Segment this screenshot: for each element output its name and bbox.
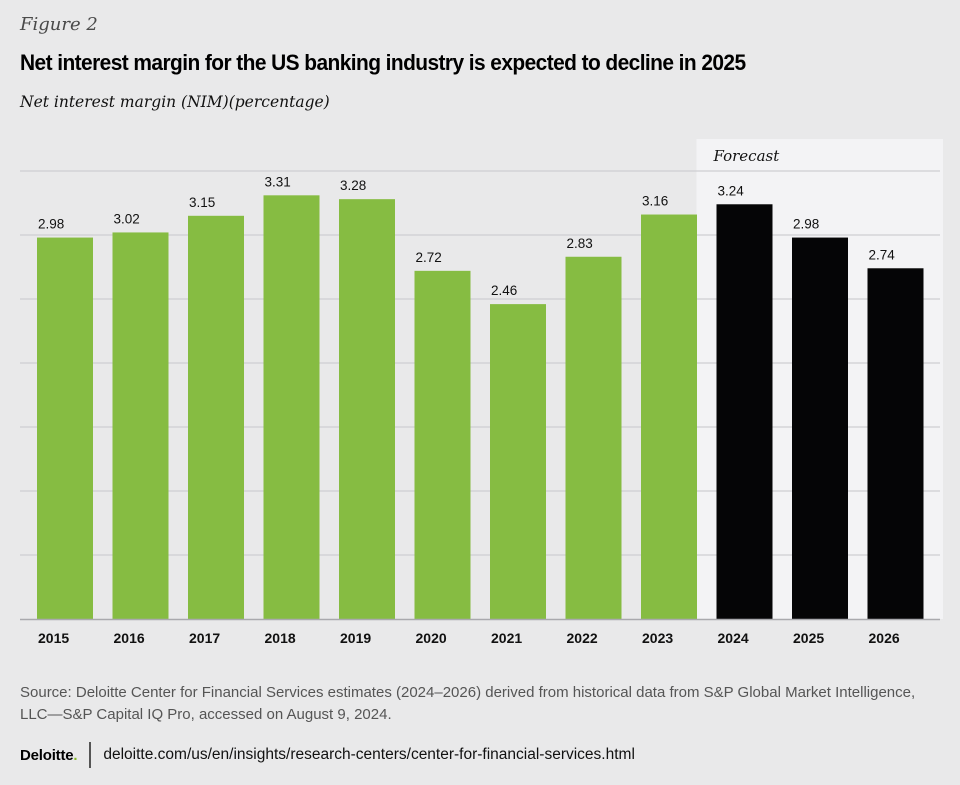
x-tick-label: 2018	[265, 630, 296, 646]
historical-bar	[339, 199, 395, 619]
x-tick-label: 2023	[642, 630, 673, 646]
logo-text: Deloitte	[20, 746, 74, 764]
historical-bar	[37, 237, 93, 619]
x-tick-label: 2015	[38, 630, 69, 646]
forecast-bar	[867, 268, 924, 619]
x-tick-label: 2025	[793, 630, 824, 646]
bar-value-label: 2.72	[416, 250, 442, 265]
forecast-bar	[792, 237, 848, 619]
historical-bar	[565, 256, 622, 619]
chart-title: Net interest margin for the US banking i…	[20, 50, 746, 75]
figure-label: Figure 2	[20, 14, 98, 35]
bar-chart: Forecast 2.98 2015 3.02 2016 3.15 2017 3.31 2018…	[20, 139, 943, 646]
historical-bar	[263, 195, 320, 619]
y-axis-label: Net interest margin (NIM)(percentage)	[20, 93, 330, 111]
x-tick-label: 2017	[189, 630, 220, 646]
x-tick-label: 2020	[416, 630, 447, 646]
bar-value-label: 2.83	[567, 236, 593, 251]
deloitte-logo: Deloitte.	[20, 746, 78, 764]
bar-value-label: 2.98	[38, 217, 64, 232]
bar-value-label: 3.02	[114, 211, 140, 226]
x-tick-label: 2024	[718, 630, 749, 646]
historical-bar	[490, 304, 546, 619]
bar-value-label: 3.24	[718, 183, 745, 198]
bar-value-label: 2.46	[491, 283, 517, 298]
forecast-label: Forecast	[713, 147, 781, 165]
historical-bar	[112, 232, 169, 619]
historical-bar	[188, 215, 244, 620]
historical-bar	[414, 270, 471, 619]
bar-value-label: 2.74	[869, 247, 896, 262]
bar-value-label: 3.28	[340, 178, 366, 193]
bar-value-label: 3.15	[189, 195, 215, 210]
x-tick-label: 2021	[491, 630, 522, 646]
source-url-link[interactable]: deloitte.com/us/en/insights/research-cen…	[103, 746, 635, 763]
bar-value-label: 2.98	[793, 217, 819, 232]
source-note: Source: Deloitte Center for Financial Se…	[20, 684, 916, 723]
forecast-bar	[716, 204, 773, 619]
logo-dot: .	[73, 746, 78, 764]
x-tick-label: 2016	[114, 630, 145, 646]
historical-bar	[641, 214, 697, 619]
footer: Deloitte. deloitte.com/us/en/insights/re…	[20, 741, 635, 769]
bar-value-label: 3.16	[642, 194, 668, 209]
x-tick-label: 2019	[340, 630, 371, 646]
x-tick-label: 2026	[869, 630, 900, 646]
bar-value-label: 3.31	[265, 174, 291, 189]
footer-divider	[89, 742, 92, 768]
x-tick-label: 2022	[567, 630, 598, 646]
